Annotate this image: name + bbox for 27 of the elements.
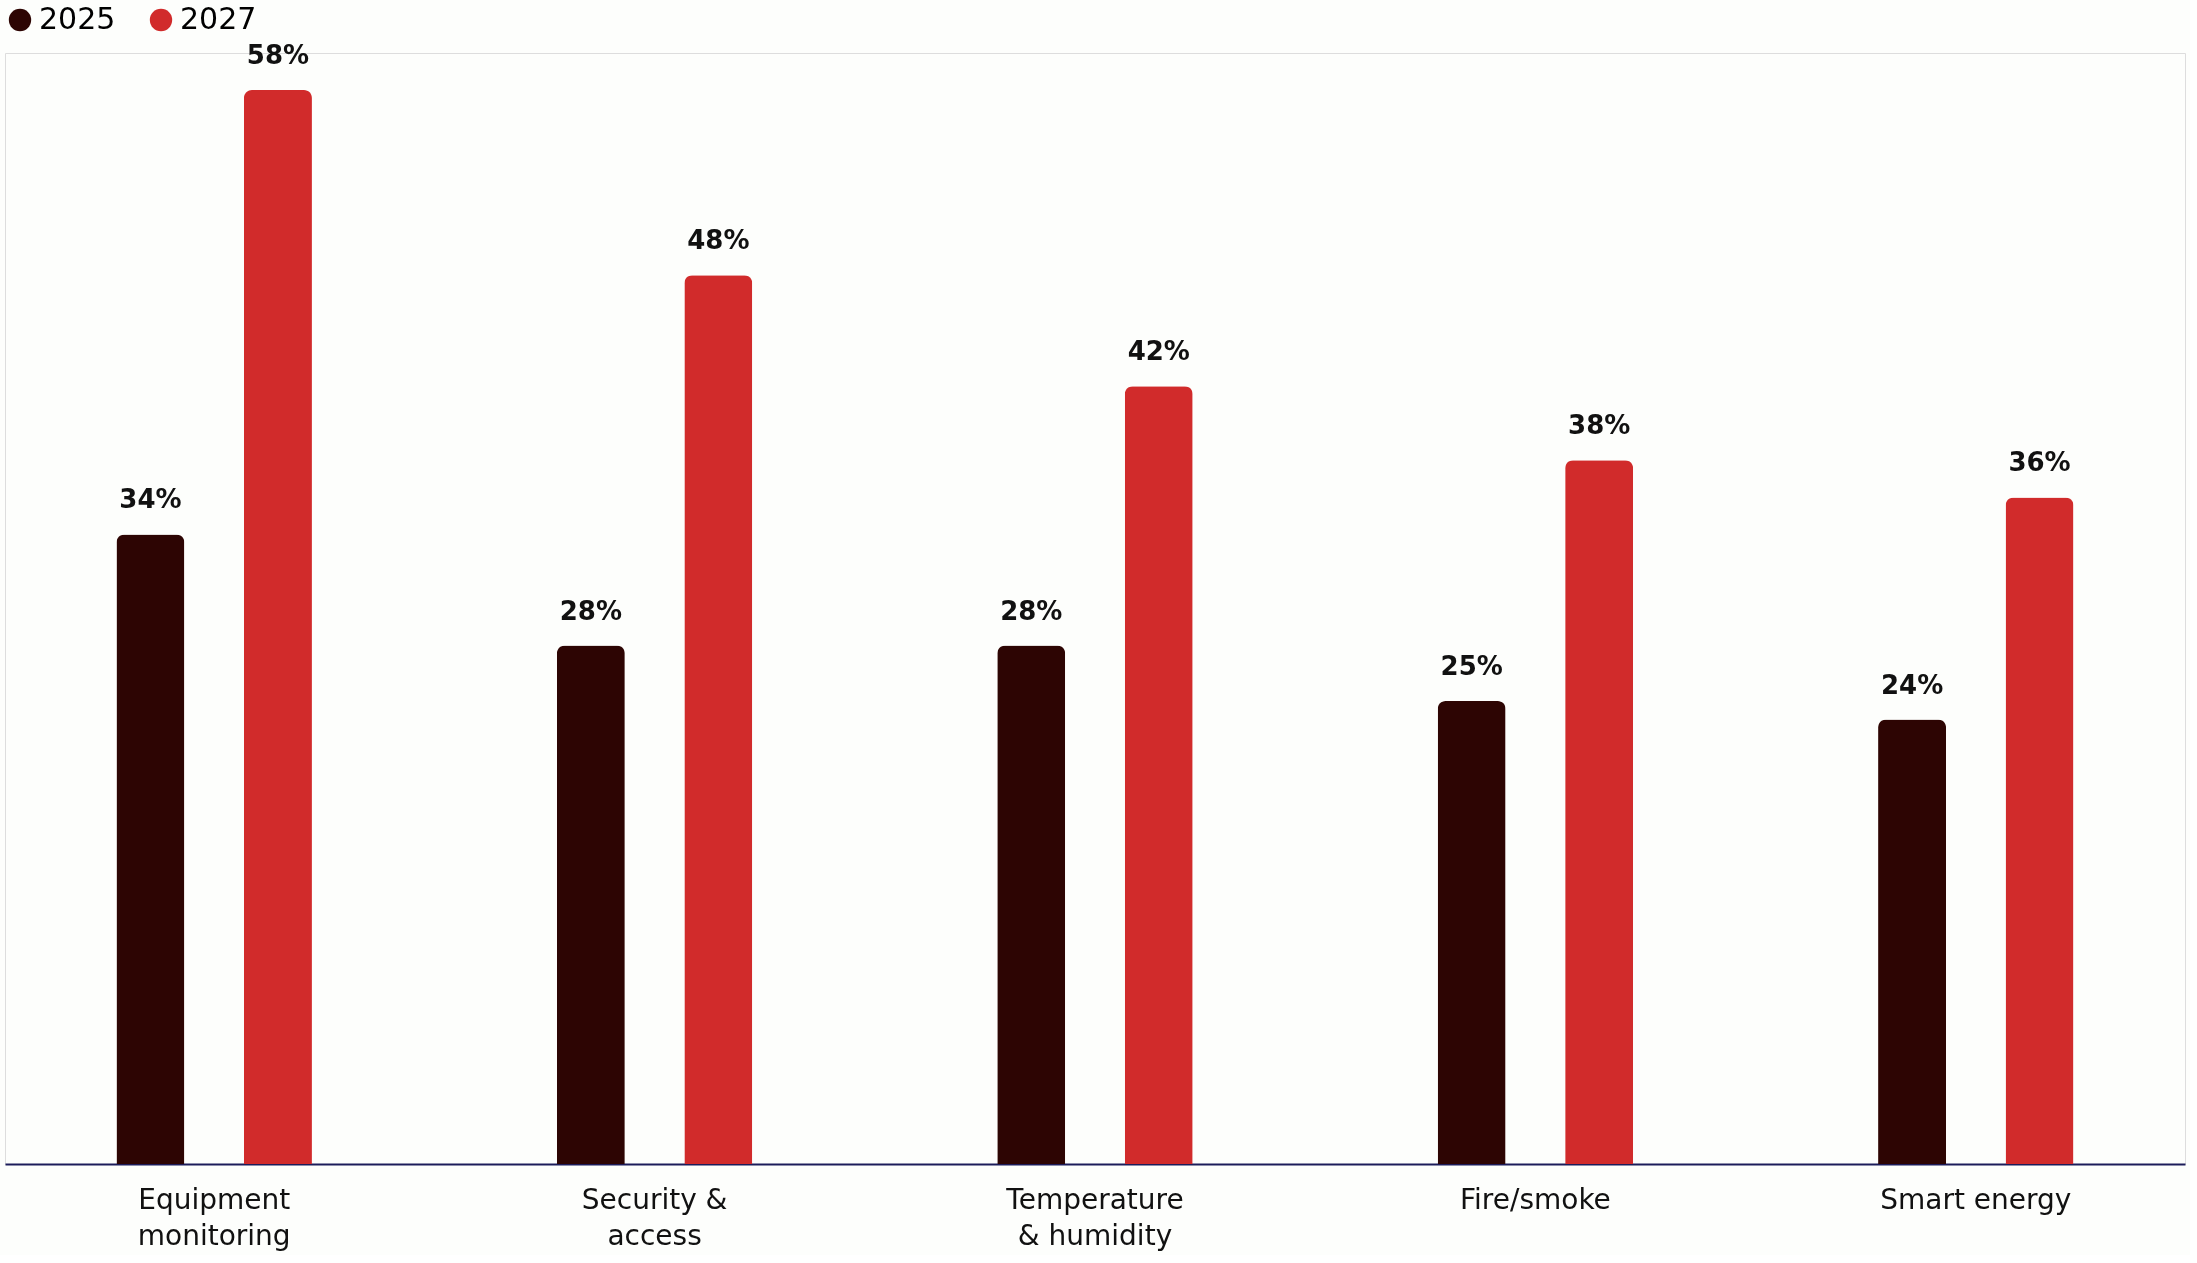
data-label: 38% <box>1568 410 1631 441</box>
bar <box>997 645 1066 1164</box>
bar <box>1124 386 1193 1164</box>
bar <box>116 534 185 1164</box>
legend-label: 2027 <box>180 1 257 36</box>
data-label: 34% <box>119 484 182 515</box>
bar <box>243 90 312 1164</box>
x-tick-label: Fire/smoke <box>1459 1182 1611 1216</box>
bar <box>1565 460 1634 1164</box>
x-tick-label: Temperature & humidity <box>1005 1182 1184 1252</box>
data-label: 58% <box>246 40 310 71</box>
data-label: 24% <box>1880 669 1944 700</box>
x-tick-label: Security & access <box>581 1182 728 1252</box>
bar <box>2005 497 2074 1164</box>
data-label: 42% <box>1127 336 1190 367</box>
data-label: 28% <box>559 595 622 626</box>
bar <box>1437 701 1506 1164</box>
data-label: 25% <box>1440 651 1503 682</box>
bar <box>684 275 753 1164</box>
bar <box>556 645 625 1164</box>
data-label: 48% <box>687 225 750 256</box>
legend-label: 2025 <box>39 1 116 36</box>
data-label: 36% <box>2008 447 2071 478</box>
x-tick-label: Equipment monitoring <box>137 1182 291 1252</box>
bar <box>1878 719 1947 1164</box>
x-tick-label: Smart energy <box>1880 1182 2072 1216</box>
data-label: 28% <box>1000 595 1063 626</box>
